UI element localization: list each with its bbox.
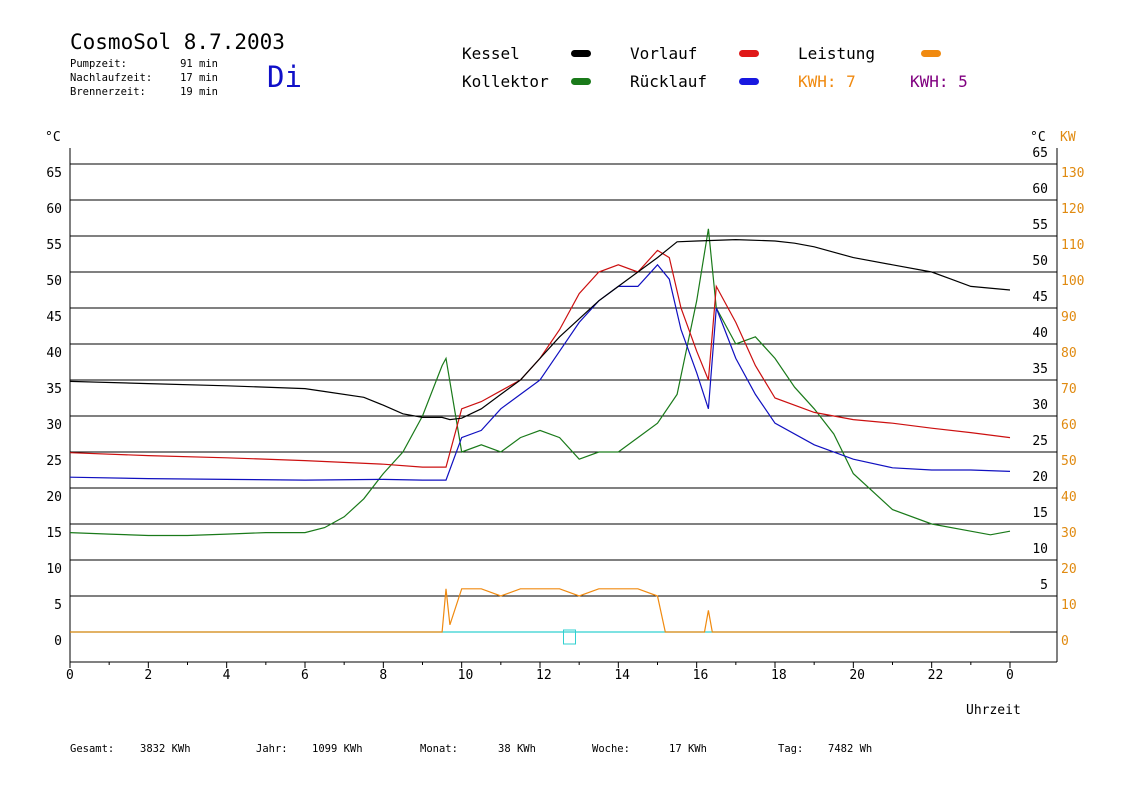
y-tick-label-right: 30 (1032, 398, 1048, 413)
y2-tick-label: 20 (1061, 562, 1077, 577)
x-tick-label: 18 (771, 668, 787, 683)
y2-tick-label: 130 (1061, 166, 1084, 181)
legend-leistung-swatch (921, 50, 941, 57)
gesamt-label: Gesamt: (70, 743, 115, 755)
pumpzeit-label: Pumpzeit: (70, 58, 127, 70)
jahr-label: Jahr: (256, 743, 288, 755)
y-tick-label-left: 15 (46, 526, 62, 541)
y-tick-label-left: 40 (46, 346, 62, 361)
legend-leistung-label: Leistung (798, 44, 876, 63)
legend-ruecklauf-swatch (739, 78, 759, 85)
y-tick-label-left: 35 (46, 382, 62, 397)
y-tick-label-right: 25 (1032, 434, 1048, 449)
legend-kollektor-swatch (571, 78, 591, 85)
y-tick-label-right: 40 (1032, 326, 1048, 341)
chart-ticks: 0 2 4 6 8 10 12 14 16 18 20 22 005101520253035404550… (46, 146, 1084, 683)
pump-marker (563, 629, 576, 645)
y2-tick-label: 90 (1061, 310, 1077, 325)
monat-value: 38 KWh (498, 743, 536, 755)
y-tick-label-left: 50 (46, 274, 62, 289)
y-tick-label-right: 45 (1032, 290, 1048, 305)
series-line-kollektor (69, 228, 1011, 537)
kwh-total-2: KWH: 5 (910, 72, 968, 91)
y2-tick-label: 100 (1061, 274, 1084, 289)
y-tick-label-right: 35 (1032, 362, 1048, 377)
y-tick-label-right: 10 (1032, 542, 1048, 557)
x-tick-label: 2 (144, 668, 152, 683)
woche-label: Woche: (592, 743, 630, 755)
x-tick-label: 4 (223, 668, 231, 683)
y-tick-label-left: 30 (46, 418, 62, 433)
legend-vorlauf-swatch (739, 50, 759, 57)
y2-tick-label: 50 (1061, 454, 1077, 469)
series-line-leistung (70, 588, 1010, 633)
brennerzeit-value: 19 min (180, 86, 218, 98)
chart-series (69, 228, 1011, 633)
x-tick-label: 10 (458, 668, 474, 683)
y-tick-label-left: 45 (46, 310, 62, 325)
y-tick-label-left: 65 (46, 166, 62, 181)
series-line-vorlauf (69, 249, 1011, 468)
y2-tick-label: 70 (1061, 382, 1077, 397)
y-tick-label-right: 55 (1032, 218, 1048, 233)
legend-kessel-swatch (571, 50, 591, 57)
y2-tick-label: 0 (1061, 634, 1069, 649)
y-tick-label-right: 15 (1032, 506, 1048, 521)
series-line-ruecklauf (69, 263, 1011, 481)
x-tick-label: 16 (693, 668, 709, 683)
y-tick-label-left: 5 (54, 598, 62, 613)
series-line-kessel (69, 238, 1011, 421)
x-tick-label: 22 (928, 668, 944, 683)
x-tick-label: 6 (301, 668, 309, 683)
y-axis-unit-right: °C (1030, 130, 1046, 145)
nachlaufzeit-label: Nachlaufzeit: (70, 72, 153, 84)
legend-kessel-label: Kessel (462, 44, 520, 63)
x-axis-label: Uhrzeit (966, 703, 1021, 718)
y-tick-label-left: 55 (46, 238, 62, 253)
x-tick-label: 20 (849, 668, 865, 683)
gesamt-value: 3832 KWh (140, 743, 191, 755)
x-tick-label: 14 (614, 668, 630, 683)
y-tick-label-right: 5 (1040, 578, 1048, 593)
y2-tick-label: 80 (1061, 346, 1077, 361)
chart-grid (70, 163, 1057, 645)
woche-value: 17 KWh (669, 743, 707, 755)
chart-axes (69, 148, 1058, 663)
tag-label: Tag: (778, 743, 804, 755)
y-tick-label-left: 20 (46, 490, 62, 505)
y2-axis-unit: KW (1060, 130, 1076, 145)
y-tick-label-right: 60 (1032, 182, 1048, 197)
legend-vorlauf-label: Vorlauf (630, 44, 698, 63)
y-tick-label-left: 25 (46, 454, 62, 469)
y-tick-label-right: 65 (1032, 146, 1048, 161)
y2-tick-label: 30 (1061, 526, 1077, 541)
legend-ruecklauf-label: Rücklauf (630, 72, 708, 91)
y2-tick-label: 40 (1061, 490, 1077, 505)
brennerzeit-label: Brennerzeit: (70, 86, 146, 98)
y-tick-label-left: 0 (54, 634, 62, 649)
pumpzeit-value: 91 min (180, 58, 218, 70)
legend-kollektor-label: Kollektor (462, 72, 549, 91)
x-tick-label: 0 (66, 668, 74, 683)
chart-title: CosmoSol 8.7.2003 (70, 30, 285, 54)
y-tick-label-left: 10 (46, 562, 62, 577)
jahr-value: 1099 KWh (312, 743, 363, 755)
kwh-total-1: KWH: 7 (798, 72, 856, 91)
y-tick-label-right: 20 (1032, 470, 1048, 485)
x-tick-label: 12 (536, 668, 552, 683)
weekday-label: Di (267, 60, 302, 94)
x-tick-label: 0 (1006, 668, 1014, 683)
y2-tick-label: 110 (1061, 238, 1084, 253)
nachlaufzeit-value: 17 min (180, 72, 218, 84)
y2-tick-label: 10 (1061, 598, 1077, 613)
monat-label: Monat: (420, 743, 458, 755)
tag-value: 7482 Wh (828, 743, 873, 755)
y-tick-label-right: 50 (1032, 254, 1048, 269)
y-axis-unit-left: °C (45, 130, 61, 145)
y2-tick-label: 60 (1061, 418, 1077, 433)
y-tick-label-left: 60 (46, 202, 62, 217)
y2-tick-label: 120 (1061, 202, 1084, 217)
x-tick-label: 8 (379, 668, 387, 683)
